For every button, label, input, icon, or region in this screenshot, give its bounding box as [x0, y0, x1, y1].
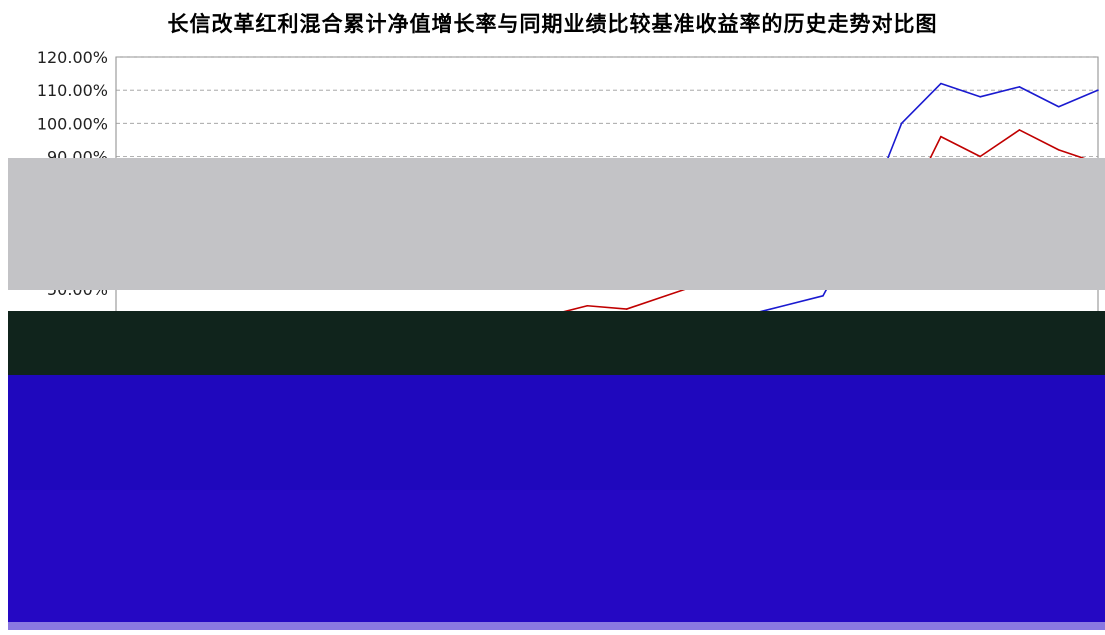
series-1-point [1018, 86, 1021, 88]
y-tick-label: 110.00% [37, 81, 108, 100]
overlay-band-dark [8, 311, 1105, 375]
series-2-point [940, 135, 942, 138]
y-tick-label: 100.00% [37, 114, 108, 133]
series-2-point [625, 308, 628, 310]
series-2-point [1057, 149, 1060, 151]
overlay-band-blue-lower [8, 490, 1105, 630]
series-1-point [979, 96, 981, 98]
series-2-point [979, 155, 981, 158]
overlay-band-grey [8, 158, 1105, 290]
series-1-point [1057, 105, 1060, 108]
chart-title: 长信改革红利混合累计净值增长率与同期业绩比较基准收益率的历史走势对比图 [167, 12, 938, 36]
series-1-point [1097, 89, 1099, 91]
series-2-point [586, 304, 589, 307]
series-1-point [900, 122, 903, 125]
series-1-point [782, 304, 785, 307]
series-1-point [822, 295, 824, 297]
series-1-point [940, 82, 942, 85]
series-2-point [1018, 129, 1021, 131]
y-tick-label: 120.00% [37, 48, 108, 67]
series-2-point [665, 295, 667, 297]
